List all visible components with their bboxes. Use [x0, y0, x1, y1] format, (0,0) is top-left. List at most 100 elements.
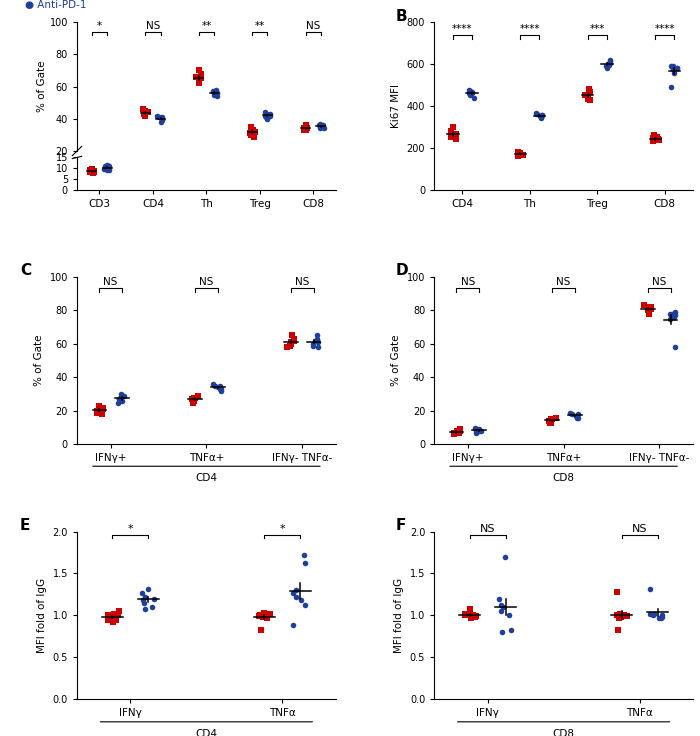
Point	[153, 96, 164, 107]
Point	[103, 160, 114, 171]
Point	[103, 609, 114, 621]
Point	[140, 591, 151, 603]
Point	[300, 113, 312, 124]
Point	[155, 102, 167, 114]
Point	[256, 625, 267, 637]
Point	[195, 44, 206, 56]
Point	[613, 612, 624, 624]
Point	[85, 166, 96, 178]
Point	[497, 626, 508, 638]
Point	[288, 620, 299, 631]
Point	[86, 162, 97, 174]
Y-axis label: % of Gate: % of Gate	[34, 335, 44, 386]
Point	[139, 105, 150, 116]
Point	[258, 611, 269, 623]
Point	[148, 592, 160, 604]
Point	[645, 583, 656, 595]
Point	[495, 599, 506, 611]
Point	[468, 91, 480, 103]
Point	[262, 98, 273, 110]
Point	[299, 123, 310, 135]
Point	[94, 405, 106, 417]
Point	[193, 77, 204, 89]
Y-axis label: % of Gate: % of Gate	[391, 335, 401, 386]
Point	[262, 612, 273, 624]
Point	[536, 112, 547, 124]
Point	[472, 423, 483, 435]
Point	[99, 162, 110, 174]
Point	[648, 132, 659, 144]
Point	[514, 148, 526, 160]
Point	[209, 61, 220, 73]
Text: CD8: CD8	[552, 729, 575, 736]
Point	[193, 49, 204, 60]
Text: *: *	[279, 524, 285, 534]
Text: NS: NS	[104, 277, 118, 287]
Point	[642, 302, 653, 314]
Point	[648, 135, 659, 147]
Point	[545, 414, 557, 425]
Text: CD4: CD4	[195, 473, 218, 483]
Point	[583, 83, 594, 95]
Point	[208, 66, 219, 77]
Point	[99, 163, 110, 175]
Point	[473, 423, 484, 435]
Point	[571, 410, 582, 422]
Text: C: C	[20, 263, 32, 278]
Point	[669, 306, 680, 318]
Text: B: B	[395, 9, 407, 24]
Point	[505, 625, 517, 637]
Point	[454, 425, 466, 437]
Point	[100, 161, 111, 173]
Point	[103, 160, 114, 172]
Point	[579, 90, 590, 102]
Point	[194, 65, 205, 77]
Point	[314, 119, 325, 131]
Point	[513, 149, 524, 160]
Point	[312, 342, 323, 353]
Point	[186, 393, 197, 405]
Point	[619, 609, 630, 621]
Point	[102, 163, 113, 174]
Point	[100, 162, 111, 174]
Point	[96, 408, 107, 420]
Text: NS: NS	[461, 277, 475, 287]
Point	[211, 87, 222, 99]
Point	[254, 610, 265, 622]
Point	[470, 427, 482, 439]
Point	[264, 91, 275, 103]
Point	[211, 84, 222, 96]
Point	[138, 108, 149, 120]
Text: NS: NS	[295, 277, 309, 287]
Point	[645, 608, 656, 620]
Point	[106, 611, 118, 623]
Point	[188, 397, 199, 408]
Text: CD4: CD4	[195, 729, 218, 736]
Point	[671, 63, 682, 74]
Point	[671, 62, 682, 74]
Point	[262, 113, 273, 124]
Point	[88, 165, 99, 177]
Point	[281, 342, 293, 353]
Point	[301, 123, 312, 135]
Point	[317, 119, 328, 131]
Point	[97, 402, 108, 414]
Text: E: E	[20, 518, 30, 533]
Point	[300, 107, 312, 118]
Point	[85, 163, 96, 174]
Point	[248, 113, 259, 124]
Point	[513, 147, 524, 159]
Point	[573, 408, 584, 420]
Point	[119, 390, 130, 402]
Point	[259, 89, 270, 101]
Point	[530, 107, 541, 118]
Point	[517, 149, 528, 161]
Point	[460, 609, 471, 621]
Point	[208, 85, 219, 97]
Y-axis label: Ki67 MFI: Ki67 MFI	[391, 84, 401, 128]
Point	[612, 609, 623, 621]
Text: ● Anti-PD-1: ● Anti-PD-1	[25, 0, 87, 10]
Point	[601, 60, 612, 72]
Point	[657, 609, 668, 620]
Point	[445, 125, 456, 137]
